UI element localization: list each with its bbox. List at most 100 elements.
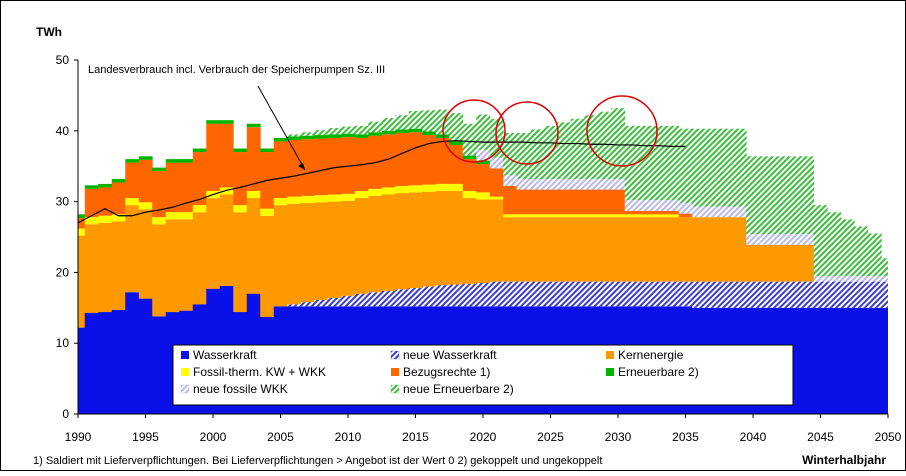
x-tick-label: 2010: [335, 430, 362, 444]
bar-segment: [395, 193, 410, 290]
bar-segment: [395, 129, 410, 133]
bar-segment: [881, 275, 888, 282]
bar-segment: [759, 156, 774, 235]
legend-label: neue Erneuerbare 2): [403, 382, 514, 396]
bar-segment: [840, 219, 855, 276]
bar-segment: [435, 183, 450, 191]
bar-segment: [881, 258, 888, 276]
bar-segment: [476, 164, 491, 193]
bar-segment: [557, 281, 572, 307]
bar-segment: [435, 190, 450, 286]
bar-segment: [800, 234, 815, 245]
bar-segment: [570, 214, 585, 218]
bar-segment: [449, 144, 464, 184]
bar-segment: [354, 125, 369, 135]
bar-segment: [408, 110, 423, 129]
bar-segment: [827, 281, 842, 308]
bar-segment: [476, 160, 491, 165]
bar-segment: [840, 275, 855, 282]
bar-segment: [422, 184, 437, 192]
bar-segment: [678, 203, 693, 214]
bar-segment: [651, 281, 666, 307]
bar-segment: [165, 159, 180, 163]
bar-segment: [354, 198, 369, 294]
bar-segment: [152, 171, 167, 218]
bar-segment: [327, 201, 342, 298]
bar-segment: [773, 244, 788, 282]
bar-segment: [543, 281, 558, 307]
legend-label: Wasserkraft: [193, 348, 257, 362]
bar-segment: [840, 307, 855, 414]
highlight-circle: [442, 99, 506, 163]
bar-segment: [111, 309, 126, 414]
bar-segment: [530, 129, 545, 179]
bar-segment: [516, 178, 531, 190]
bar-segment: [624, 281, 639, 307]
bar-segment: [219, 123, 234, 188]
bar-segment: [300, 139, 315, 196]
bar-segment: [260, 215, 275, 318]
legend-box: [172, 344, 794, 406]
bar-segment: [111, 214, 126, 222]
bar-segment: [246, 190, 261, 199]
bar-segment: [179, 212, 194, 220]
bar-segment: [800, 244, 815, 282]
bar-segment: [611, 189, 626, 215]
bar-segment: [152, 217, 167, 225]
bar-segment: [78, 327, 86, 414]
y-tick-label: 30: [56, 195, 70, 209]
bar-segment: [395, 132, 410, 187]
bar-segment: [867, 275, 882, 282]
bar-segment: [584, 214, 599, 218]
bar-segment: [597, 214, 612, 218]
bar-segment: [503, 217, 518, 282]
bar-segment: [462, 123, 477, 156]
bar-segment: [705, 128, 720, 207]
bar-segment: [287, 140, 302, 197]
bar-segment: [624, 200, 639, 211]
bar-segment: [584, 189, 599, 215]
bar-segment: [314, 202, 329, 301]
bar-segment: [746, 244, 761, 282]
bar-segment: [422, 286, 437, 307]
bar-segment: [530, 217, 545, 282]
bar-segment: [327, 127, 342, 135]
bar-segment: [651, 200, 666, 211]
bar-segment: [543, 189, 558, 215]
bar-segment: [152, 167, 167, 172]
bar-segment: [462, 159, 477, 191]
bar-segment: [408, 192, 423, 288]
bar-segment: [678, 213, 693, 218]
bar-segment: [408, 132, 423, 186]
bar-segment: [759, 234, 774, 245]
bar-segment: [449, 113, 464, 142]
bar-segment: [543, 217, 558, 282]
bar-segment: [732, 206, 747, 218]
bar-segment: [624, 217, 639, 282]
bar-segment: [786, 234, 801, 245]
bar-segment: [719, 281, 734, 308]
bar-segment: [746, 156, 761, 235]
bar-segment: [611, 108, 626, 179]
bar-segment: [300, 302, 315, 307]
x-tick-label: 2035: [672, 430, 699, 444]
bar-segment: [530, 189, 545, 215]
bar-segment: [503, 175, 518, 187]
bar-segment: [597, 281, 612, 307]
bar-segment: [206, 198, 221, 289]
footnote: 1) Saldiert mit Lieferverpflichtungen. B…: [33, 455, 602, 467]
bar-segment: [678, 217, 693, 282]
bar-segment: [489, 168, 504, 197]
bar-segment: [557, 122, 572, 179]
bar-segment: [165, 219, 180, 313]
bar-segment: [165, 212, 180, 220]
bar-segment: [516, 217, 531, 282]
legend-swatch: [391, 368, 399, 376]
bar-segment: [449, 190, 464, 285]
bar-segment: [78, 214, 86, 218]
bar-segment: [597, 217, 612, 282]
bar-segment: [435, 137, 450, 184]
bar-segment: [678, 281, 693, 307]
bar-segment: [759, 244, 774, 282]
